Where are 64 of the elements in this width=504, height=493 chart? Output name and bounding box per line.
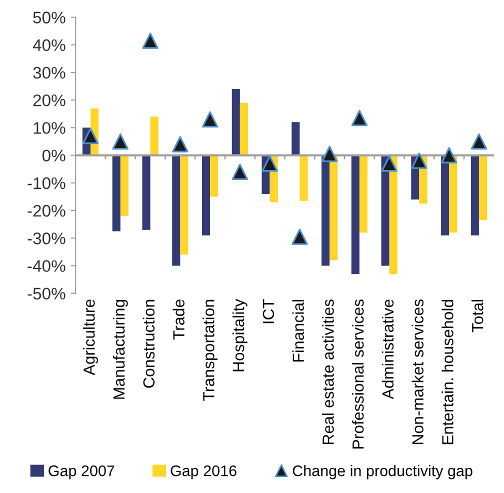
point — [411, 152, 428, 169]
bar — [180, 155, 188, 255]
point — [172, 136, 188, 152]
x-tick-label: Construction — [142, 300, 155, 388]
y-tick-label: 30% — [33, 66, 66, 79]
point — [232, 164, 248, 180]
x-tick-label: ICT — [262, 299, 274, 324]
x-tick-label: Financial — [292, 300, 304, 362]
legend-label: Gap 2016 — [170, 465, 236, 480]
bar — [112, 155, 120, 232]
point — [142, 32, 158, 49]
bar — [240, 102, 248, 156]
bar — [470, 155, 479, 236]
y-tick-label: -20% — [28, 204, 66, 217]
bar — [202, 155, 210, 236]
bar — [300, 155, 308, 201]
point — [292, 228, 308, 245]
point — [82, 128, 99, 144]
bar — [292, 122, 300, 156]
bar — [120, 155, 128, 216]
point — [381, 155, 398, 172]
x-tick-label: Professional services — [352, 299, 364, 448]
x-tick-label: Hospitality — [232, 298, 248, 372]
point — [470, 133, 488, 150]
x-tick-label: Trade — [172, 300, 184, 340]
point — [440, 147, 458, 164]
y-tick-label: 50% — [33, 12, 66, 24]
y-tick-label: -10% — [28, 177, 66, 190]
legend-label: Change in productivity gap — [292, 465, 472, 480]
x-tick-label: Agriculture — [83, 300, 98, 376]
point — [112, 133, 129, 150]
y-tick-label: -40% — [28, 260, 66, 272]
x-tick-label: Transportation — [202, 300, 218, 401]
bar — [142, 155, 150, 230]
point — [351, 110, 368, 126]
bar — [441, 155, 450, 236]
bar — [351, 155, 360, 274]
x-tick-label: Real estate activities — [322, 299, 334, 444]
legend-label: Gap 2007 — [48, 465, 114, 480]
point — [321, 146, 338, 162]
point — [262, 155, 278, 172]
bar — [449, 155, 458, 233]
bar — [172, 155, 180, 266]
y-tick-label: 40% — [32, 39, 66, 52]
x-tick-label: Manufacturing — [112, 300, 128, 399]
bar — [478, 155, 488, 220]
bar — [150, 116, 158, 156]
y-tick-label: 20% — [33, 94, 66, 106]
bar — [359, 155, 368, 233]
y-tick-label: -50% — [28, 288, 66, 300]
bar — [389, 155, 398, 274]
bar — [330, 155, 338, 260]
point — [202, 111, 218, 128]
bar — [210, 155, 218, 197]
x-tick-label: Administrative — [382, 300, 394, 400]
y-tick-label: 0% — [42, 150, 66, 162]
bar — [322, 155, 330, 266]
bar — [381, 155, 390, 266]
y-tick-label: -30% — [28, 232, 66, 244]
x-tick-label: Total — [472, 300, 484, 332]
y-tick-label: 10% — [34, 122, 66, 134]
x-tick-label: Entertain. household — [442, 300, 454, 444]
x-tick-label: Non-market services — [412, 299, 424, 444]
bar — [232, 89, 240, 156]
